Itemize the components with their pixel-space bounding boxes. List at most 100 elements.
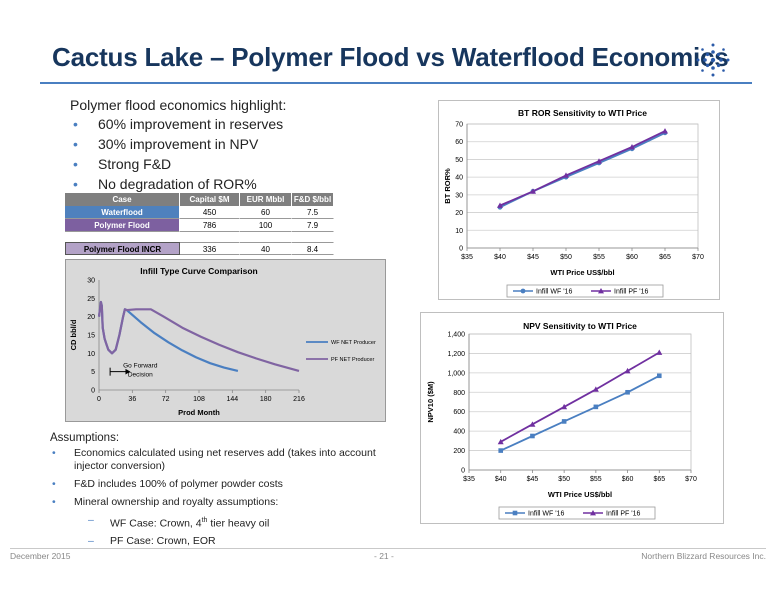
npv-chart: NPV Sensitivity to WTI Price 0 200 400 600 80… [426,321,697,520]
legend-label: Infill PF '16 [606,511,641,518]
table-cell: 60 [240,206,292,219]
y-tick-label: 800 [453,390,465,397]
data-point [629,144,635,150]
x-tick-label: 216 [293,396,305,403]
data-point [656,373,662,379]
legend-label: Infill WF '16 [528,511,564,518]
x-tick-label: $40 [495,476,507,483]
table-header-cell: Case [65,193,180,206]
data-point [529,421,536,427]
data-point [512,510,518,516]
y-tick-label: 0 [91,388,95,395]
annotation-arrowhead [125,368,131,375]
x-tick-label: $45 [527,476,539,483]
type-curve-chart-panel: Infill Type Curve Comparison 0 5 10 15 20 25 30… [65,259,386,422]
assumption-subitem: WF Case: Crown, 4th tier heavy oil [50,514,410,531]
x-tick-label: $60 [622,476,634,483]
chart-title: Infill Type Curve Comparison [140,266,257,276]
table-cell: Polymer Flood [65,219,180,232]
table-header-cell: F&D $/bbl [292,193,334,206]
data-point [498,448,504,453]
table-header-row: Case Capital $M EUR Mbbl F&D $/bbl [65,193,334,206]
assumption-item: F&D includes 100% of polymer powder cost… [50,478,410,491]
data-point [563,172,569,178]
footer-date: December 2015 [10,551,71,561]
y-tick-label: 10 [87,351,95,358]
data-point [592,386,599,392]
data-point [520,288,526,294]
y-tick-label: 10 [455,228,463,235]
y-axis-label: NPV10 ($M) [426,381,435,423]
assumption-subitem-text: WF Case: Crown, 4 [110,517,202,530]
data-point [656,349,663,355]
assumption-subitem-text: tier heavy oil [207,517,270,530]
series-line [500,351,660,443]
x-tick-label: $65 [653,476,665,483]
assumption-subitem-sup: th [201,517,208,524]
chart-title: NPV Sensitivity to WTI Price [523,321,637,331]
x-tick-label: 36 [128,396,136,403]
data-point [625,389,630,395]
data-point [590,510,596,516]
x-tick-label: $35 [463,476,475,483]
table-cell: 450 [180,206,240,219]
footer-company: Northern Blizzard Resources Inc. [641,551,766,561]
y-tick-label: 1,200 [447,351,465,358]
y-tick-label: 20 [87,314,95,321]
annotation-label: Go Forward [123,363,158,370]
highlight-item: 60% improvement in reserves [70,114,286,134]
page-title: Cactus Lake – Polymer Flood vs Waterfloo… [52,42,729,72]
series-line [500,375,660,452]
y-tick-label: 400 [453,429,465,436]
y-tick-label: 1,400 [447,332,465,339]
assumptions-list: Economics calculated using net reserves … [50,447,410,548]
assumption-subitem: PF Case: Crown, EOR [50,535,410,548]
assumption-item: Economics calculated using net reserves … [50,447,410,473]
legend-box [498,506,656,520]
data-point [598,288,604,294]
plot-frame [466,123,699,249]
x-tick-label: 72 [162,396,170,403]
table-cell: 7.9 [292,219,334,232]
type-curve-chart: Infill Type Curve Comparison 0 5 10 15 20 25 30… [69,266,376,417]
y-tick-label: 0 [459,246,463,253]
legend-label: WF NET Producer [331,340,376,346]
assumptions-block: Assumptions: Economics calculated using … [50,432,410,552]
title-divider [40,82,752,84]
x-tick-label: $70 [685,476,697,483]
highlights-list: 60% improvement in reserves 30% improvem… [70,114,286,194]
chart-title: BT ROR Sensitivity to WTI Price [518,108,647,118]
x-tick-label: $60 [626,254,638,261]
table-cell: 100 [240,219,292,232]
snowflake-logo-icon [696,43,730,77]
y-tick-label: 600 [453,409,465,416]
highlights-heading: Polymer flood economics highlight: [70,97,287,113]
data-point [596,158,602,164]
x-tick-label: $55 [593,254,605,261]
table-cell: 40 [240,242,292,255]
y-tick-label: 20 [455,210,463,217]
x-tick-label: $50 [558,476,570,483]
x-tick-label: $65 [659,254,671,261]
data-point [561,403,568,410]
x-tick-label: $50 [560,254,572,261]
data-point [593,404,599,410]
x-tick-label: $70 [692,254,704,261]
x-axis-label: WTI Price US$/bbl [548,490,612,499]
ror-chart: BT ROR Sensitivity to WTI Price 0 10 20 30 40… [443,108,704,298]
y-tick-label: 5 [91,369,95,376]
y-tick-label: 15 [87,333,95,340]
data-point [497,438,504,445]
table-header-cell: EUR Mbbl [240,193,292,206]
y-tick-label: 25 [87,296,95,303]
data-point [530,188,536,194]
data-point [497,202,503,208]
data-point [662,128,668,134]
footer-divider [10,548,766,549]
x-tick-label: $40 [494,254,506,261]
y-axis-label: BT ROR% [443,168,452,204]
table-cell: 786 [180,219,240,232]
y-tick-label: 50 [455,157,463,164]
annotation-label: Decision [128,372,153,379]
y-axis-label: CD bbl/d [69,319,78,350]
